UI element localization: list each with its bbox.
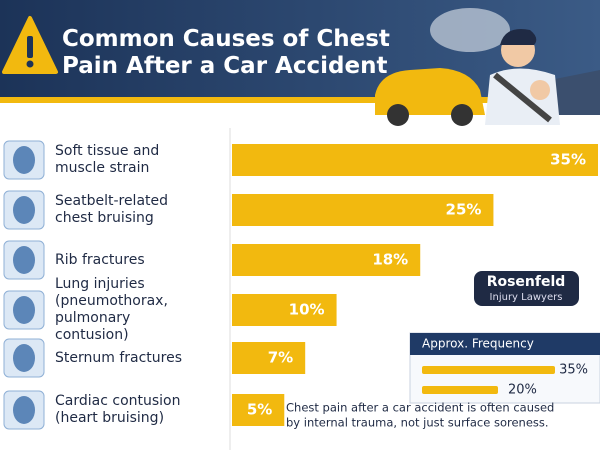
category-label: Lung injuries (pneumothorax, pulmonary c… bbox=[55, 276, 168, 343]
category-label: Cardiac contusion (heart bruising) bbox=[55, 393, 181, 426]
legend-bar bbox=[422, 366, 555, 374]
bar bbox=[232, 294, 337, 326]
category-label: Seatbelt-related chest bruising bbox=[55, 193, 169, 226]
bar bbox=[232, 244, 421, 276]
category-label: Sternum fractures bbox=[55, 349, 183, 366]
brand-name: Rosenfeld bbox=[487, 274, 566, 290]
category-label: Rib fractures bbox=[55, 251, 145, 268]
illustration bbox=[375, 8, 600, 126]
category-icon-figure bbox=[13, 344, 35, 372]
value-label: 25% bbox=[446, 201, 482, 219]
chart-title: Common Causes of Chest Pain After a Car … bbox=[62, 26, 390, 79]
value-label: 18% bbox=[372, 251, 408, 269]
legend-bar bbox=[422, 386, 498, 394]
note: by internal trauma, not just surface sor… bbox=[286, 416, 549, 430]
bar bbox=[232, 342, 306, 374]
category-icon-figure bbox=[13, 246, 35, 274]
brand-logo: Rosenfeld Injury Lawyers bbox=[474, 271, 579, 306]
bar bbox=[232, 144, 598, 176]
category-icon-figure bbox=[13, 146, 35, 174]
legend-title: Approx. Frequency bbox=[422, 337, 534, 351]
value-label: 7% bbox=[268, 349, 293, 367]
value-label: 10% bbox=[289, 301, 325, 319]
bar bbox=[232, 194, 494, 226]
header-stripe bbox=[0, 97, 600, 103]
category-icon-figure bbox=[13, 196, 35, 224]
note: Chest pain after a car accident is often… bbox=[286, 401, 554, 415]
category-label: Soft tissue and muscle strain bbox=[55, 143, 160, 176]
legend-label: 35% bbox=[559, 363, 588, 378]
warning-icon bbox=[2, 16, 58, 74]
bar bbox=[232, 394, 285, 426]
value-label: 35% bbox=[550, 151, 586, 169]
legend-label: 20% bbox=[508, 383, 537, 398]
brand-tagline: Injury Lawyers bbox=[490, 292, 563, 303]
category-icon-figure bbox=[13, 396, 35, 424]
value-label: 5% bbox=[247, 401, 272, 419]
category-icon-figure bbox=[13, 296, 35, 324]
